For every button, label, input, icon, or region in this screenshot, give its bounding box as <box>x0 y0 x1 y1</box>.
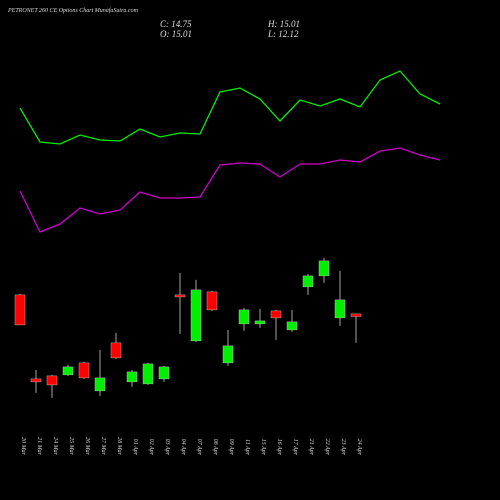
candle-body <box>62 366 74 376</box>
candle-body <box>14 294 26 326</box>
x-tick-label: 16 Apr <box>276 439 282 456</box>
candle-body <box>334 299 346 319</box>
candle-body <box>302 275 314 288</box>
x-tick-label: 28 Mar <box>116 437 122 455</box>
x-tick-label: 17 Apr <box>292 439 298 456</box>
candle-body <box>174 294 186 298</box>
candle-body <box>30 378 42 383</box>
candle-body <box>94 377 106 392</box>
x-tick-label: 20 Mar <box>20 437 26 455</box>
candle-body <box>158 366 170 380</box>
indicator-line <box>19 70 441 145</box>
low-text: L: 12.12 <box>267 29 299 39</box>
candle-body <box>350 313 362 317</box>
close-text: C: 14.75 <box>160 19 192 29</box>
candle-body <box>206 291 218 311</box>
candle-body <box>238 309 250 325</box>
x-tick-label: 26 Mar <box>84 437 90 455</box>
high-text: H: 15.01 <box>267 19 300 29</box>
x-tick-label: 04 Apr <box>180 439 187 456</box>
x-tick-label: 11 Apr <box>244 439 250 456</box>
x-tick-label: 08 Apr <box>212 439 218 456</box>
x-tick-label: 21 Mar <box>36 437 42 455</box>
x-tick-label: 02 Apr <box>148 439 154 456</box>
x-tick-label: 21 Apr <box>308 439 314 456</box>
x-tick-label: 22 Apr <box>324 439 330 456</box>
candle-body <box>78 362 90 379</box>
candle-body <box>190 289 202 342</box>
candle-body <box>286 321 298 331</box>
open-text: O: 15.01 <box>160 29 192 39</box>
x-tick-label: 07 Apr <box>196 439 202 456</box>
candle-body <box>142 363 154 385</box>
candle-body <box>270 310 282 319</box>
candle-body <box>254 320 266 325</box>
candle-body <box>222 345 234 364</box>
candle-body <box>318 260 330 277</box>
x-tick-label: 24 Apr <box>356 439 363 456</box>
candle-body <box>110 342 122 359</box>
x-tick-label: 27 Mar <box>100 437 106 455</box>
indicator-line <box>19 147 441 233</box>
x-tick-label: 23 Apr <box>340 439 346 456</box>
candle-body <box>126 371 138 383</box>
candle-body <box>46 375 58 386</box>
x-tick-label: 01 Apr <box>132 439 138 456</box>
x-tick-label: 25 Mar <box>68 437 74 455</box>
x-tick-label: 03 Apr <box>164 439 170 456</box>
x-tick-label: 09 Apr <box>228 439 234 456</box>
chart-title: PETRONET 260 CE Options Chart MunafaSutr… <box>7 7 139 14</box>
x-tick-label: 24 Mar <box>52 437 59 455</box>
x-tick-label: 15 Apr <box>260 439 266 456</box>
